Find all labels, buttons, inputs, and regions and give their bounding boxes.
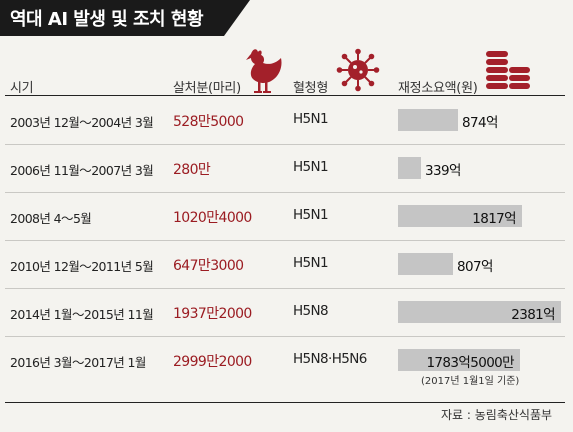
reference-date-note: (2017년 1월1일 기준) xyxy=(421,376,520,387)
cost-value-label: 2381억 xyxy=(511,307,555,323)
row-divider xyxy=(5,192,565,193)
serotype-cell: H5N1 xyxy=(293,111,329,127)
header-serotype: 혈청형 xyxy=(293,81,328,96)
culled-count-cell: 647만3000 xyxy=(173,258,244,274)
serotype-cell: H5N8 xyxy=(293,303,329,319)
cost-bar xyxy=(398,157,421,179)
serotype-cell: H5N1 xyxy=(293,255,329,271)
row-divider xyxy=(5,288,565,289)
period-cell: 2010년 12월～2011년 5월 xyxy=(10,259,154,274)
period-cell: 2008년 4～5월 xyxy=(10,211,92,226)
header-divider xyxy=(5,95,565,96)
serotype-cell: H5N8·H5N6 xyxy=(293,351,367,367)
period-cell: 2016년 3월～2017년 1월 xyxy=(10,355,146,370)
title-banner: 역대 AI 발생 및 조치 현황 xyxy=(0,0,250,36)
period-cell: 2003년 12월～2004년 3월 xyxy=(10,115,154,130)
virus-icon xyxy=(336,48,380,92)
coin-stack-icon xyxy=(486,51,530,89)
cost-value-label: 339억 xyxy=(425,163,461,179)
header-culled: 살처분(마리) xyxy=(173,81,241,96)
row-divider xyxy=(5,240,565,241)
culled-count-cell: 1937만2000 xyxy=(173,306,252,322)
cost-bar xyxy=(398,205,522,227)
period-cell: 2014년 1월～2015년 11월 xyxy=(10,307,154,322)
culled-count-cell: 280만 xyxy=(173,162,211,178)
cost-bar xyxy=(398,349,520,371)
cost-bar xyxy=(398,301,561,323)
table-bottom-divider xyxy=(5,402,565,403)
cost-value-label: 874억 xyxy=(462,115,498,131)
cost-value-label: 807억 xyxy=(457,259,493,275)
serotype-cell: H5N1 xyxy=(293,159,329,175)
period-cell: 2006년 11월～2007년 3월 xyxy=(10,163,154,178)
cost-bar xyxy=(398,109,458,131)
source-credit: 자료 : 농림축산식품부 xyxy=(441,408,553,422)
culled-count-cell: 528만5000 xyxy=(173,114,244,130)
chart-title: 역대 AI 발생 및 조치 현황 xyxy=(10,9,204,30)
cost-value-label: 1817억 xyxy=(472,211,516,227)
header-period: 시기 xyxy=(10,81,34,96)
serotype-cell: H5N1 xyxy=(293,207,329,223)
culled-count-cell: 2999만2000 xyxy=(173,354,252,370)
row-divider xyxy=(5,144,565,145)
header-cost: 재정소요액(원) xyxy=(398,81,478,96)
row-divider xyxy=(5,336,565,337)
culled-count-cell: 1020만4000 xyxy=(173,210,252,226)
cost-bar xyxy=(398,253,453,275)
cost-value-label: 1783억5000만 xyxy=(426,355,514,371)
title-banner-bg xyxy=(0,0,250,36)
chicken-icon xyxy=(246,49,282,93)
